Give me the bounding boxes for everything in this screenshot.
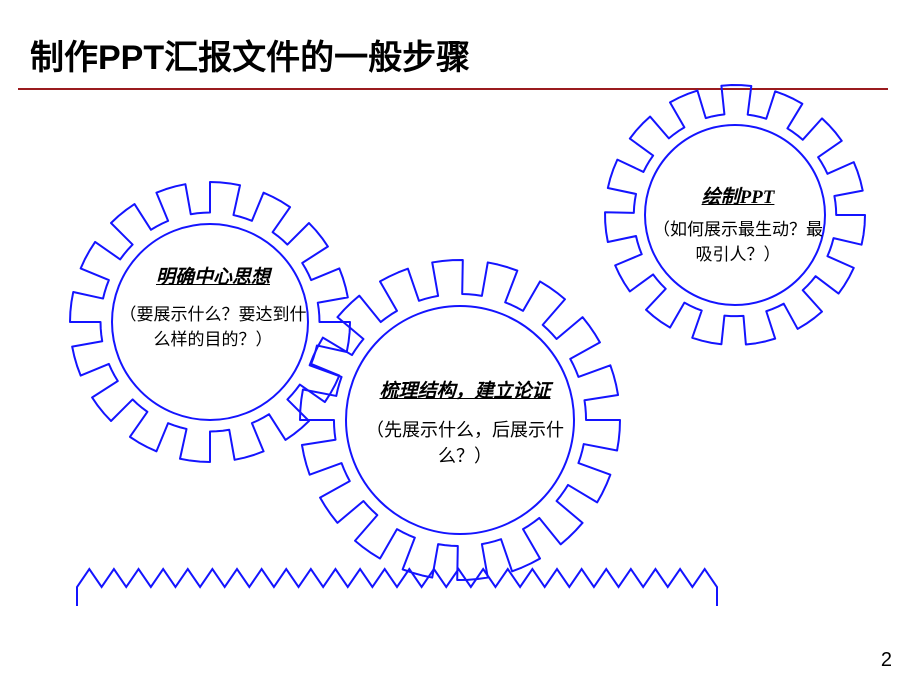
gear-mid-subtext: （先展示什么，后展示什么？） [360, 416, 570, 468]
gear-left-heading: 明确中心思想 [118, 262, 308, 289]
gear-left-subtext: （要展示什么？要达到什么样的目的？） [118, 300, 308, 350]
gear-rack [75, 565, 719, 609]
title-prefix: 制作 [30, 39, 98, 77]
title-suffix: 汇报文件的一般步骤 [164, 39, 470, 77]
gear-right-subtext: （如何展示最生动？最吸引人？） [648, 215, 828, 265]
gear-right-heading: 绘制PPT [648, 182, 828, 209]
title-ppt: PPT [98, 39, 164, 77]
page-number: 2 [881, 649, 892, 672]
slide-title: 制作PPT汇报文件的一般步骤 [30, 30, 470, 79]
gear-mid-heading: 梳理结构，建立论证 [360, 376, 570, 403]
